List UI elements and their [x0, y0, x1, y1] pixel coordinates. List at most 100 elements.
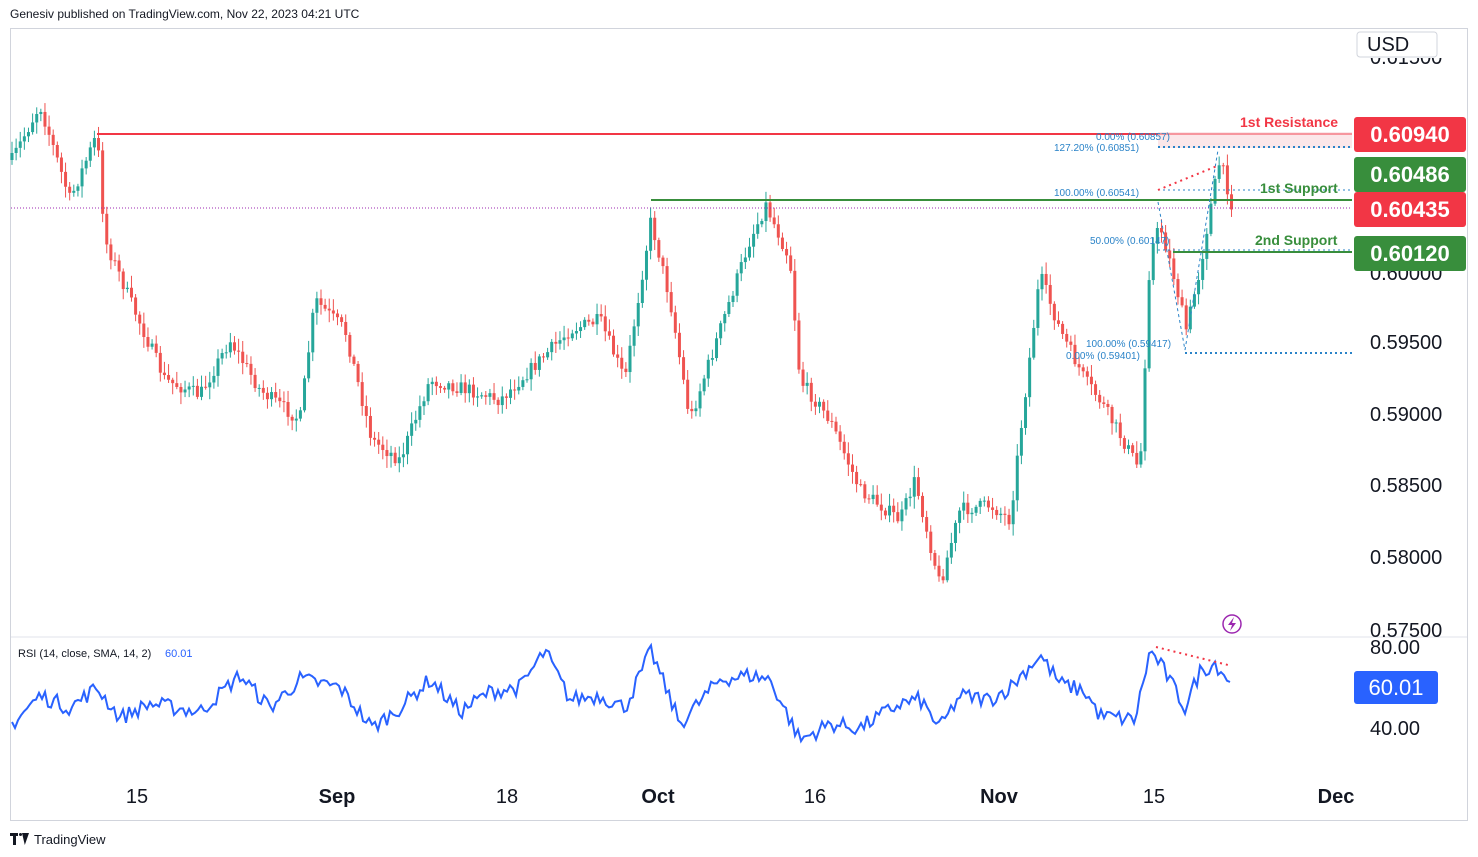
- candle-body: [686, 379, 690, 409]
- candle-body: [739, 262, 743, 274]
- candle-body: [624, 368, 628, 373]
- candle-body: [92, 138, 96, 148]
- candle-body: [995, 509, 999, 516]
- candle-body: [537, 356, 541, 370]
- candle-body: [937, 565, 941, 577]
- candle-body: [1205, 233, 1209, 259]
- candle-body: [636, 302, 640, 327]
- candle-body: [941, 576, 945, 581]
- candle-body: [55, 145, 59, 158]
- candle-body: [171, 379, 175, 384]
- candle-body: [1106, 403, 1110, 407]
- candle-body: [216, 358, 220, 376]
- candle-body: [117, 260, 121, 272]
- candle-body: [274, 392, 278, 398]
- candle-body: [270, 392, 274, 400]
- candle-body: [1159, 228, 1163, 233]
- fib-leg-2: [1184, 149, 1219, 351]
- candle-body: [892, 505, 896, 513]
- candle-body: [855, 471, 859, 485]
- candle-body: [121, 271, 125, 290]
- candle-body: [533, 362, 537, 370]
- candle-body: [418, 406, 422, 420]
- publish-info: Genesiv published on TradingView.com, No…: [10, 7, 360, 21]
- candle-body: [142, 323, 146, 338]
- candle-body: [752, 233, 756, 247]
- tradingview-logo-icon: [10, 833, 30, 845]
- candle-body: [162, 372, 166, 376]
- candle-body: [1011, 500, 1015, 525]
- candle-body: [183, 389, 187, 393]
- candle-body: [1197, 279, 1201, 295]
- fib-label-0: 0.00% (0.60857): [1096, 132, 1170, 143]
- candle-body: [195, 385, 199, 397]
- candle-body: [76, 186, 80, 191]
- chart-frame[interactable]: [10, 28, 1468, 821]
- resistance-badge: [1354, 117, 1466, 152]
- candle-body: [443, 387, 447, 390]
- candle-body: [912, 477, 916, 497]
- rsi-badge: [1354, 671, 1438, 704]
- candle-body: [529, 362, 533, 380]
- candle-body: [953, 522, 957, 543]
- candle-body: [1077, 364, 1081, 368]
- fib-label-127: 127.20% (0.60851): [1054, 143, 1139, 154]
- price-tick-59000: 0.59000: [1370, 404, 1442, 426]
- price-tick-57500: 0.57500: [1370, 620, 1442, 642]
- candle-body: [579, 327, 583, 332]
- candle-body: [294, 418, 298, 421]
- candle-body: [80, 168, 84, 187]
- resistance-value: 0.60940: [1370, 122, 1450, 147]
- candle-body: [1184, 305, 1188, 330]
- candle-body: [467, 384, 471, 394]
- candle-body: [925, 517, 929, 532]
- candle-body: [59, 157, 63, 172]
- candle-body: [723, 313, 727, 324]
- candle-body: [1155, 228, 1159, 244]
- candle-body: [158, 352, 162, 373]
- candle-body: [599, 314, 603, 317]
- candle-body: [756, 224, 760, 234]
- candle-body: [632, 326, 636, 346]
- candle-body: [406, 435, 410, 455]
- candle-body: [208, 382, 212, 388]
- candle-body: [113, 260, 117, 262]
- candle-body: [319, 298, 323, 305]
- candles-group: [10, 103, 1234, 584]
- candle-body: [1015, 455, 1019, 501]
- candle-body: [451, 383, 455, 392]
- price-tick-58000: 0.58000: [1370, 547, 1442, 569]
- candle-body: [1094, 384, 1098, 395]
- candle-body: [31, 122, 35, 133]
- candle-body: [1081, 367, 1085, 372]
- candle-body: [496, 399, 500, 406]
- candle-body: [84, 160, 88, 169]
- candle-body: [1024, 397, 1028, 428]
- candle-body: [888, 505, 892, 516]
- candle-body: [698, 391, 702, 409]
- candle-body: [249, 363, 253, 375]
- candle-body: [558, 340, 562, 344]
- candle-body: [237, 350, 241, 352]
- candle-body: [859, 484, 863, 486]
- candle-body: [134, 297, 138, 315]
- candle-body: [883, 510, 887, 516]
- candle-body: [541, 356, 545, 358]
- support2-badge: [1354, 236, 1466, 271]
- candle-body: [101, 150, 105, 214]
- candle-body: [908, 496, 912, 499]
- candle-body: [813, 401, 817, 407]
- candle-body: [1102, 402, 1106, 404]
- candle-body: [1122, 438, 1126, 449]
- support2-value: 0.60120: [1370, 241, 1450, 266]
- currency-button[interactable]: [1356, 31, 1438, 58]
- candle-body: [385, 450, 389, 457]
- candle-body: [1180, 297, 1184, 306]
- candle-body: [187, 386, 191, 390]
- candle-body: [1052, 303, 1056, 321]
- rsi-legend-name: RSI (14, close, SMA, 14, 2): [18, 648, 151, 660]
- candle-body: [1085, 371, 1089, 377]
- rsi-tick-80: 80.00: [1370, 637, 1420, 659]
- support2-label: 2nd Support: [1255, 232, 1338, 248]
